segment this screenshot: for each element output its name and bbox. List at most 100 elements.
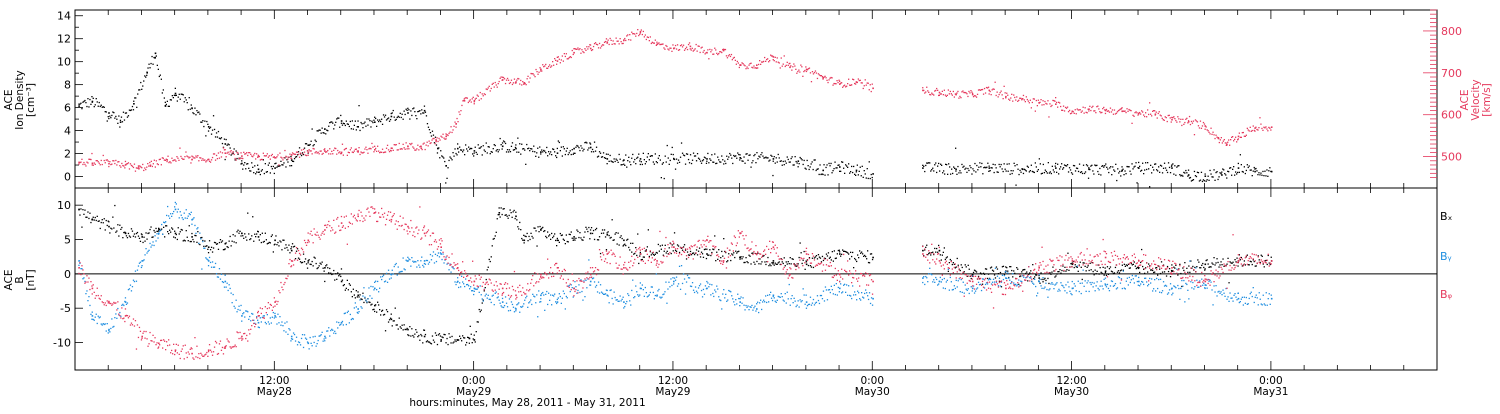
density-point: [221, 137, 222, 138]
bx-point: [510, 209, 511, 210]
velocity-point: [1186, 118, 1187, 119]
by-point: [175, 202, 176, 203]
velocity-point: [930, 94, 931, 95]
bx-point: [400, 326, 401, 327]
density-point: [338, 118, 339, 119]
bx-point: [1169, 268, 1170, 269]
bx-point: [287, 250, 288, 251]
by-point: [241, 321, 242, 322]
by-point: [323, 341, 324, 342]
bx-point: [206, 245, 207, 246]
velocity-point: [831, 77, 832, 78]
density-point: [312, 128, 313, 129]
velocity-point: [184, 156, 185, 157]
bx-point: [834, 250, 835, 251]
density-point: [730, 155, 731, 156]
by-point: [934, 282, 935, 283]
bx-point: [497, 218, 498, 219]
density-point: [270, 172, 271, 173]
density-point: [121, 117, 122, 118]
density-point: [999, 164, 1000, 165]
density-point: [1251, 169, 1252, 170]
bx-point: [218, 249, 219, 250]
density-point: [236, 150, 237, 151]
bx-point: [347, 280, 348, 281]
by-point: [780, 297, 781, 298]
velocity-point: [132, 166, 133, 167]
density-point: [342, 125, 343, 126]
by-point: [442, 253, 443, 254]
velocity-point: [366, 149, 367, 150]
density-point: [642, 164, 643, 165]
by-point: [1084, 286, 1085, 287]
velocity-point: [742, 63, 743, 64]
by-point: [842, 291, 843, 292]
bx-point: [839, 251, 840, 252]
bx-point: [414, 334, 415, 335]
bx-point: [802, 263, 803, 264]
by-point: [1036, 295, 1037, 296]
bx-point: [769, 264, 770, 265]
bx-point: [761, 261, 762, 262]
velocity-point: [1179, 121, 1180, 122]
by-point: [133, 280, 134, 281]
density-point: [310, 144, 311, 145]
density-point: [424, 106, 425, 107]
density-point: [1132, 168, 1133, 169]
by-point: [458, 287, 459, 288]
bx-point: [1100, 267, 1101, 268]
density-point: [1123, 174, 1124, 175]
bx-point: [966, 266, 967, 267]
bx-point: [993, 271, 994, 272]
velocity-point: [855, 83, 856, 84]
bx-point: [624, 244, 625, 245]
density-point: [1232, 169, 1233, 170]
by-point: [185, 217, 186, 218]
velocity-point: [1178, 118, 1179, 119]
velocity-point: [161, 164, 162, 165]
by-point: [714, 289, 715, 290]
density-point-anchor: [1221, 174, 1223, 176]
by-point: [575, 286, 576, 287]
by-point: [135, 271, 136, 272]
velocity-point: [155, 166, 156, 167]
velocity-point: [608, 40, 609, 41]
density-point: [852, 172, 853, 173]
density-point: [383, 114, 384, 115]
by-point: [962, 292, 963, 293]
bx-point: [290, 248, 291, 249]
by-point: [1129, 277, 1130, 278]
velocity-point: [738, 62, 739, 63]
density-point: [260, 174, 261, 175]
density-point: [1015, 185, 1016, 186]
by-point: [994, 281, 995, 282]
velocity-point: [501, 76, 502, 77]
density-point: [588, 147, 589, 148]
by-point: [1051, 282, 1052, 283]
bx-point: [1000, 272, 1001, 273]
velocity-point: [1247, 128, 1248, 129]
density-point: [512, 142, 513, 143]
bx-point: [818, 254, 819, 255]
velocity-point: [312, 153, 313, 154]
density-point-anchor: [540, 151, 542, 153]
velocity-point: [252, 156, 253, 157]
bx-point: [351, 291, 352, 292]
bx-point: [1109, 268, 1110, 269]
bx-point: [596, 228, 597, 229]
by-point: [925, 276, 926, 277]
bx-point-anchor: [524, 240, 526, 242]
bx-point: [859, 250, 860, 251]
velocity-point: [982, 89, 983, 90]
density-point-anchor: [1254, 171, 1256, 173]
by-point: [193, 217, 194, 218]
bx-point-anchor: [590, 233, 592, 235]
velocity-point: [621, 41, 622, 42]
by-point: [718, 296, 719, 297]
by-point: [840, 283, 841, 284]
bx-point: [235, 235, 236, 236]
bx-point-anchor: [125, 233, 127, 235]
by-point: [467, 284, 468, 285]
by-point: [502, 307, 503, 308]
density-point: [351, 128, 352, 129]
